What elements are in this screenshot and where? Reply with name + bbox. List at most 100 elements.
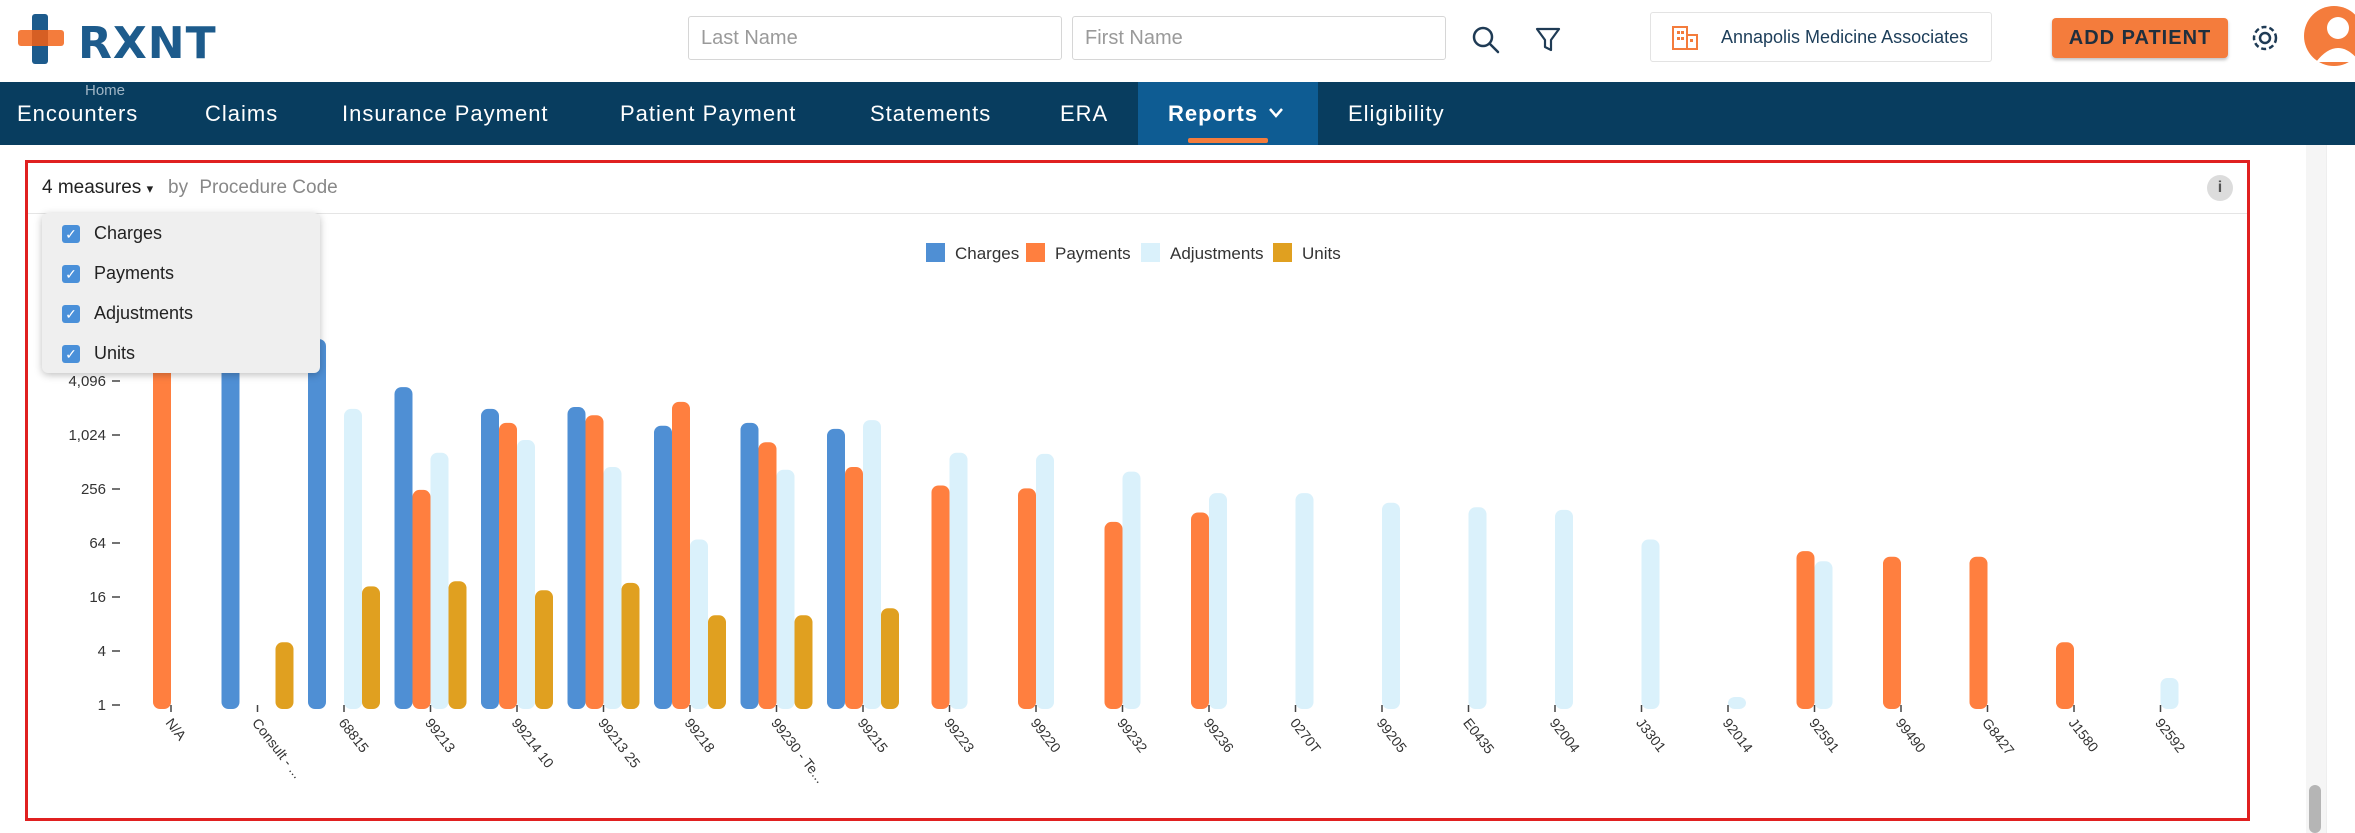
- x-tick-label: 99205: [1374, 715, 1411, 756]
- bar-charges: [308, 339, 326, 709]
- y-tick-label: 4,096: [68, 373, 106, 390]
- building-icon: [1672, 26, 1698, 50]
- top-bar: RXNT Annapolis Medicine Associates ADD P…: [0, 0, 2355, 82]
- bar-units: [881, 608, 899, 709]
- x-tick-label: 99213 25: [595, 715, 644, 771]
- bar-units: [794, 615, 813, 709]
- nav-reports-label: Reports: [1168, 101, 1259, 126]
- bar-units: [275, 642, 294, 709]
- dimension-label: Procedure Code: [199, 177, 338, 198]
- checkbox-checked-icon[interactable]: ✓: [62, 265, 80, 283]
- measures-dropdown[interactable]: 4 measures ▾: [42, 177, 153, 199]
- nav-patient-payment[interactable]: Patient Payment: [620, 101, 797, 126]
- legend-swatch-adjustments: [1141, 243, 1160, 262]
- legend-swatch-payments: [1026, 243, 1045, 262]
- rxnt-logo[interactable]: RXNT: [18, 14, 216, 69]
- x-tick-label: 92591: [1806, 715, 1843, 756]
- x-tick-label: N/A: [163, 715, 190, 744]
- nav-statements[interactable]: Statements: [870, 101, 992, 126]
- bar-adjustments: [1295, 493, 1314, 709]
- report-panel: 4 measures ▾ by Procedure Code i Charges…: [25, 160, 2250, 821]
- gear-icon[interactable]: [2245, 18, 2285, 58]
- bar-adjustments: [1209, 493, 1227, 709]
- measures-label: 4 measures: [42, 177, 142, 198]
- bar-units: [621, 582, 640, 709]
- page-scrollbar[interactable]: [2306, 145, 2326, 833]
- practice-name: Annapolis Medicine Associates: [1721, 27, 1969, 47]
- bar-payments: [585, 415, 604, 709]
- x-tick-label: 99230 - Te...: [768, 715, 828, 786]
- bar-adjustments: [2160, 678, 2179, 709]
- y-tick-label: 256: [81, 481, 106, 498]
- bar-adjustments: [949, 452, 968, 709]
- x-tick-label: J1580: [2066, 715, 2102, 755]
- by-label: by Procedure Code: [168, 177, 338, 199]
- bar-charges: [221, 339, 240, 709]
- y-tick-label: 4: [98, 643, 106, 660]
- nav-insurance-payment[interactable]: Insurance Payment: [342, 101, 549, 126]
- x-tick-label: 99232: [1114, 715, 1151, 756]
- bar-adjustments: [776, 469, 795, 709]
- x-tick-label: G8427: [1979, 715, 2018, 758]
- checkbox-checked-icon[interactable]: ✓: [62, 225, 80, 243]
- x-tick-label: 92004: [1547, 715, 1584, 756]
- scrollbar-thumb[interactable]: [2309, 785, 2321, 833]
- practice-selector[interactable]: Annapolis Medicine Associates: [1650, 12, 1992, 62]
- right-pane-edge: [2326, 145, 2355, 833]
- nav-claims[interactable]: Claims: [205, 101, 279, 126]
- y-tick-label: 1,024: [68, 427, 106, 444]
- x-tick-label: 92014: [1720, 715, 1757, 756]
- bar-payments: [931, 485, 950, 709]
- bar-payments: [499, 422, 517, 709]
- avatar[interactable]: [2298, 4, 2355, 66]
- x-tick-label: 68815: [336, 715, 373, 756]
- bar-payments: [1883, 556, 1901, 709]
- brand-name: RXNT: [78, 18, 217, 69]
- nav-encounters[interactable]: Encounters: [17, 101, 139, 126]
- x-tick-label: 99215: [855, 715, 892, 756]
- bar-adjustments: [517, 440, 535, 709]
- checkbox-checked-icon[interactable]: ✓: [62, 305, 80, 323]
- bar-charges: [481, 408, 499, 709]
- bar-payments: [153, 339, 171, 709]
- bar-units: [448, 581, 467, 709]
- x-tick-label: Consult - ...: [249, 715, 306, 781]
- active-tab-indicator: [1188, 138, 1268, 143]
- x-tick-label: 0270T: [1287, 715, 1324, 756]
- legend-label-units: Units: [1302, 244, 1341, 263]
- bar-units: [535, 590, 553, 709]
- bar-payments: [412, 489, 431, 709]
- bar-payments: [758, 442, 777, 709]
- bar-adjustments: [603, 467, 622, 709]
- nav-era[interactable]: ERA: [1060, 101, 1109, 126]
- x-tick-label: 99223: [941, 715, 978, 756]
- x-tick-label: 99218: [682, 715, 719, 756]
- x-tick-label: 99236: [1201, 715, 1238, 756]
- first-name-input[interactable]: [1072, 16, 1446, 60]
- chevron-down-icon: ▾: [146, 181, 154, 196]
- measure-option-label: Units: [94, 343, 136, 363]
- bar-payments: [672, 401, 690, 709]
- nav-eligibility[interactable]: Eligibility: [1348, 101, 1445, 126]
- checkbox-checked-icon[interactable]: ✓: [62, 345, 80, 363]
- chevron-down-icon: [1269, 108, 1283, 118]
- add-patient-button[interactable]: ADD PATIENT: [2052, 18, 2228, 58]
- x-tick-label: 99490: [1893, 715, 1930, 756]
- bar-chart: Charges Payments Adjustments Units 1 4 16 64 256…: [68, 243, 2189, 786]
- bar-payments: [1969, 556, 1988, 709]
- filter-icon[interactable]: [1528, 20, 1568, 60]
- bar-payments: [1018, 488, 1036, 709]
- bar-payments: [1796, 551, 1815, 709]
- x-tick-label: 99213: [422, 715, 459, 756]
- info-icon[interactable]: i: [2207, 175, 2233, 201]
- bar-charges: [654, 425, 672, 709]
- last-name-input[interactable]: [688, 16, 1062, 60]
- bar-adjustments: [1122, 471, 1141, 709]
- measure-option-label: Payments: [94, 263, 175, 283]
- home-tooltip: Home: [85, 82, 126, 99]
- bar-adjustments: [690, 539, 708, 709]
- y-tick-label: 1: [98, 697, 106, 714]
- bar-payments: [845, 467, 863, 709]
- search-icon[interactable]: [1466, 20, 1506, 60]
- nav-reports[interactable]: Reports: [1138, 82, 1318, 145]
